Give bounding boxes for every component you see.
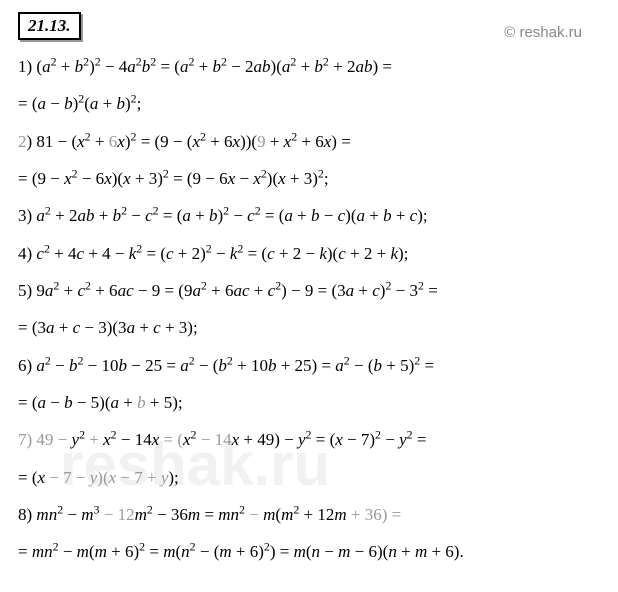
watermark: © reshak.ru [504, 24, 582, 41]
math-line-1: 1) (a2 + b2)2 − 4a2b2 = (a2 + b2 − 2ab)(… [18, 54, 600, 80]
math-line-6: 4) c2 + 4c + 4 − k2 = (c + 2)2 − k2 = (c… [18, 241, 600, 267]
problem-number: 21.13. [18, 12, 81, 40]
math-line-14: = mn2 − m(m + 6)2 = m(n2 − (m + 6)2) = m… [18, 539, 600, 565]
math-line-4: = (9 − x2 − 6x)(x + 3)2 = (9 − 6x − x2)(… [18, 166, 600, 192]
math-line-3: 2) 81 − (x2 + 6x)2 = (9 − (x2 + 6x))(9 +… [18, 129, 600, 155]
math-line-9: 6) a2 − b2 − 10b − 25 = a2 − (b2 + 10b +… [18, 353, 600, 379]
math-line-10: = (a − b − 5)(a + b + 5); [18, 390, 600, 416]
math-line-12: = (x − 7 − y)(x − 7 + y); [18, 465, 600, 491]
math-line-11: 7) 49 − y2 + x2 − 14x = (x2 − 14x + 49) … [18, 427, 600, 453]
math-content: 1) (a2 + b2)2 − 4a2b2 = (a2 + b2 − 2ab)(… [18, 54, 600, 566]
math-line-5: 3) a2 + 2ab + b2 − c2 = (a + b)2 − c2 = … [18, 203, 600, 229]
math-line-2: = (a − b)2(a + b)2; [18, 91, 600, 117]
math-line-7: 5) 9a2 + c2 + 6ac − 9 = (9a2 + 6ac + c2)… [18, 278, 600, 304]
math-line-13: 8) mn2 − m3 − 12m2 − 36m = mn2 − m(m2 + … [18, 502, 600, 528]
math-line-8: = (3a + c − 3)(3a + c + 3); [18, 315, 600, 341]
